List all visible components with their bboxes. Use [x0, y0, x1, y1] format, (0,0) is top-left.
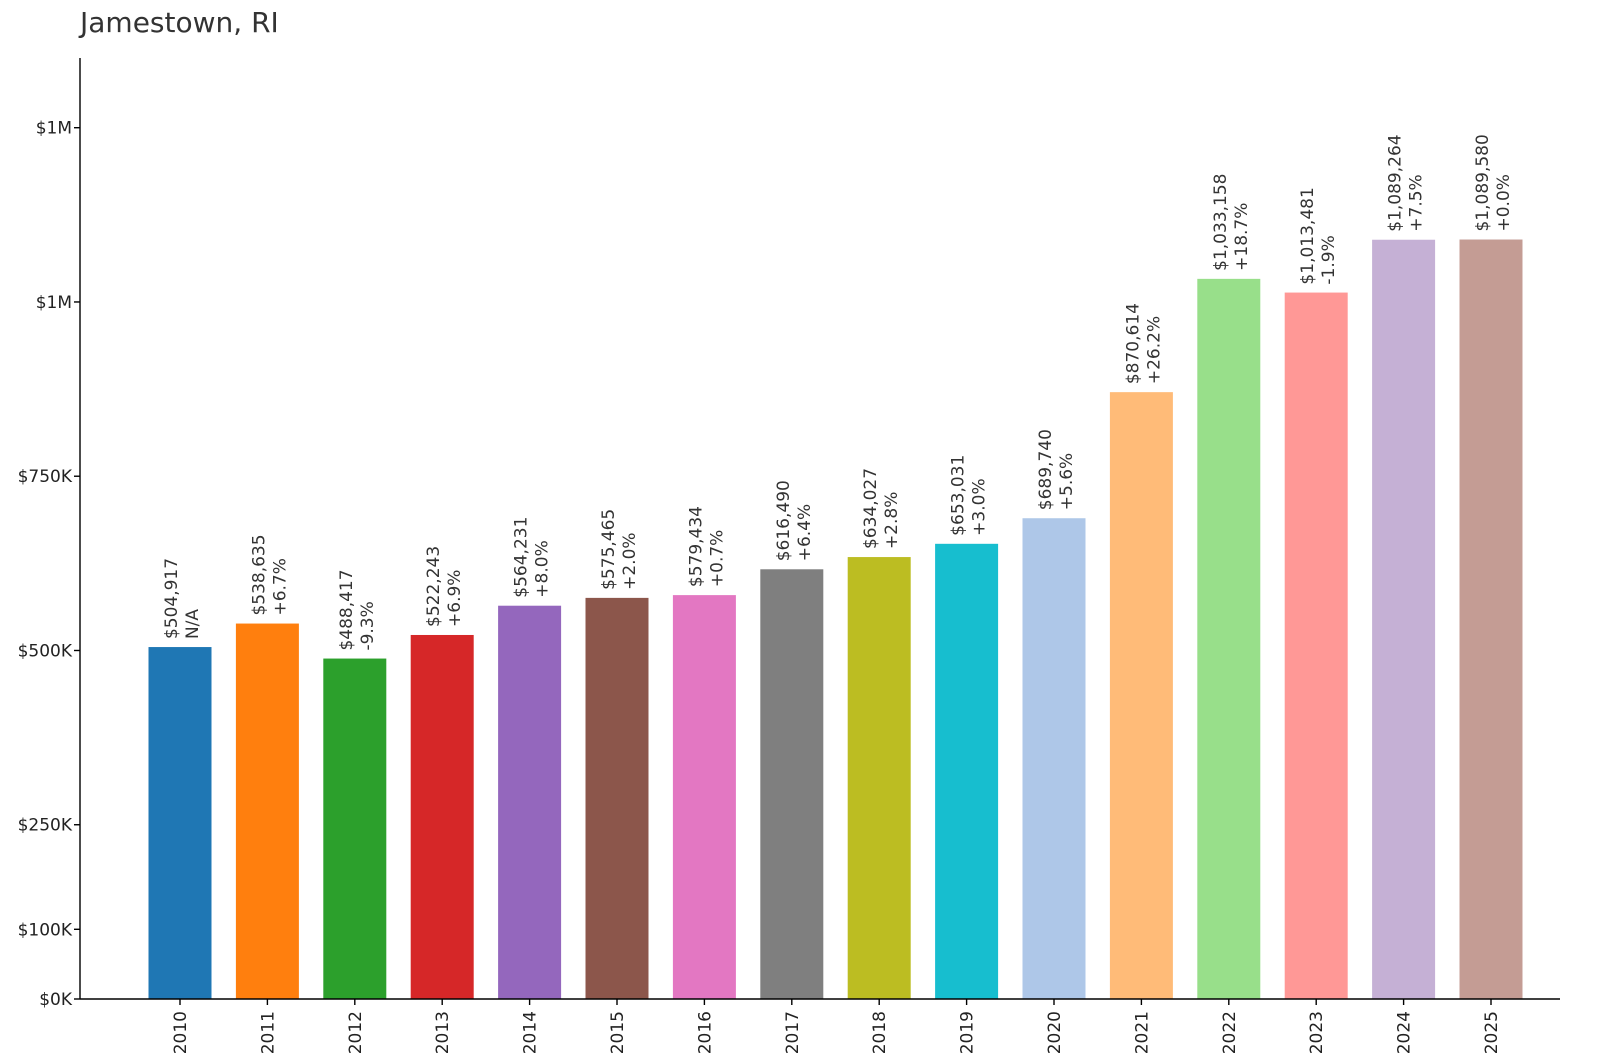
- x-tick-label: 2020: [1045, 1011, 1065, 1054]
- bar-value-label: $870,614: [1123, 303, 1143, 384]
- bar-label-2022: $1,033,158 +18.7%: [1211, 174, 1252, 271]
- bar-label-2012: $488,417 -9.3%: [337, 569, 378, 650]
- bar-change-label: +6.9%: [445, 570, 465, 627]
- bar-change-label: +3.0%: [970, 478, 990, 535]
- bar-change-label: -1.9%: [1319, 235, 1339, 284]
- bar-2023: [1284, 292, 1348, 1000]
- bar-2017: [760, 569, 824, 999]
- x-axis: 2010 2011 2012 2013 2014 2015 2016 2017 2018 2019…: [80, 998, 1560, 1054]
- bar-2015: [585, 597, 649, 999]
- y-tick-label: $1M: [36, 293, 72, 313]
- x-tick-label: 2014: [521, 1011, 541, 1054]
- x-tick-label: 2015: [608, 1011, 628, 1054]
- x-tick-label: 2016: [695, 1011, 715, 1054]
- bar-2020: [1022, 518, 1086, 999]
- bar-label-2011: $538,635 +6.7%: [249, 534, 290, 615]
- bar-change-label: +0.7%: [707, 530, 727, 587]
- bar-value-label: $689,740: [1036, 429, 1056, 510]
- bar-label-2018: $634,027 +2.8%: [861, 468, 902, 549]
- y-tick-label: $100K: [18, 920, 73, 940]
- bar-label-2014: $564,231 +8.0%: [512, 517, 553, 598]
- bar-2025: [1459, 239, 1523, 999]
- bar-2012: [323, 658, 387, 999]
- x-tick-label: 2025: [1482, 1011, 1502, 1054]
- bar-2016: [672, 595, 736, 999]
- bar-value-label: $616,490: [774, 480, 794, 561]
- bar-label-2010: $504,917 N/A: [162, 558, 203, 639]
- bar-label-2016: $579,434 +0.7%: [686, 506, 727, 587]
- bar-change-label: -9.3%: [358, 601, 378, 650]
- bar-2011: [235, 623, 299, 999]
- bar-value-label: $564,231: [512, 517, 532, 598]
- y-tick-label: $500K: [18, 641, 73, 661]
- bars-group: [148, 239, 1523, 1000]
- chart-title: Jamestown, RI: [80, 6, 279, 39]
- bar-change-label: N/A: [183, 609, 203, 639]
- y-tick-label: $1M: [36, 119, 72, 139]
- x-tick-label: 2021: [1132, 1011, 1152, 1054]
- bar-value-label: $653,031: [949, 455, 969, 536]
- bar-label-2013: $522,243 +6.9%: [424, 546, 465, 627]
- bar-value-label: $575,465: [599, 509, 619, 590]
- bar-2024: [1372, 239, 1436, 999]
- bar-label-2021: $870,614 +26.2%: [1123, 303, 1164, 384]
- x-tick-label: 2013: [433, 1011, 453, 1054]
- bar-change-label: +26.2%: [1144, 316, 1164, 384]
- x-tick-label: 2023: [1307, 1011, 1327, 1054]
- x-tick-label: 2017: [783, 1011, 803, 1054]
- bar-change-label: +0.0%: [1494, 174, 1514, 231]
- bar-change-label: +2.0%: [620, 532, 640, 589]
- bar-2021: [1109, 392, 1173, 1000]
- bar-change-label: +2.8%: [882, 492, 902, 549]
- bar-value-label: $579,434: [686, 506, 706, 587]
- y-tick-label: $0K: [39, 990, 73, 1010]
- bar-2014: [498, 605, 562, 999]
- bar-change-label: +18.7%: [1232, 203, 1252, 271]
- x-tick-label: 2022: [1220, 1011, 1240, 1054]
- bar-2022: [1197, 278, 1261, 1000]
- bar-change-label: +5.6%: [1057, 453, 1077, 510]
- bar-label-2020: $689,740 +5.6%: [1036, 429, 1077, 510]
- bar-2019: [935, 543, 999, 999]
- bar-value-label: $1,089,580: [1473, 134, 1493, 231]
- bar-value-label: $1,033,158: [1211, 174, 1231, 271]
- y-axis: $0K $100K $250K $500K $750K $1M $1M: [18, 58, 81, 1010]
- bar-value-label: $1,089,264: [1386, 134, 1406, 231]
- bar-label-2024: $1,089,264 +7.5%: [1386, 134, 1427, 231]
- x-tick-label: 2012: [346, 1011, 366, 1054]
- bar-change-label: +6.7%: [270, 558, 290, 615]
- y-tick-label: $750K: [18, 467, 73, 487]
- bar-label-2015: $575,465 +2.0%: [599, 509, 640, 590]
- bar-change-label: +7.5%: [1407, 174, 1427, 231]
- bar-change-label: +6.4%: [795, 504, 815, 561]
- bar-value-label: $1,013,481: [1298, 187, 1318, 284]
- bar-value-label: $522,243: [424, 546, 444, 627]
- x-tick-label: 2011: [258, 1011, 278, 1054]
- bar-label-2023: $1,013,481 -1.9%: [1298, 187, 1339, 284]
- x-tick-label: 2010: [171, 1011, 191, 1054]
- bar-change-label: +8.0%: [533, 540, 553, 597]
- bar-value-label: $504,917: [162, 558, 182, 639]
- bar-2018: [847, 557, 911, 999]
- bar-label-2025: $1,089,580 +0.0%: [1473, 134, 1514, 231]
- bar-value-label: $488,417: [337, 569, 357, 650]
- bar-2010: [148, 647, 212, 999]
- x-tick-label: 2018: [870, 1011, 890, 1054]
- bar-value-label: $634,027: [861, 468, 881, 549]
- bar-value-label: $538,635: [249, 534, 269, 615]
- y-tick-label: $250K: [18, 816, 73, 836]
- bar-label-2019: $653,031 +3.0%: [949, 455, 990, 536]
- bar-labels-group: $504,917 N/A $538,635 +6.7% $488,417 -9.3% $52…: [162, 134, 1514, 650]
- bar-label-2017: $616,490 +6.4%: [774, 480, 815, 561]
- x-tick-label: 2019: [958, 1011, 978, 1054]
- bar-2013: [410, 634, 474, 999]
- x-tick-label: 2024: [1395, 1011, 1415, 1054]
